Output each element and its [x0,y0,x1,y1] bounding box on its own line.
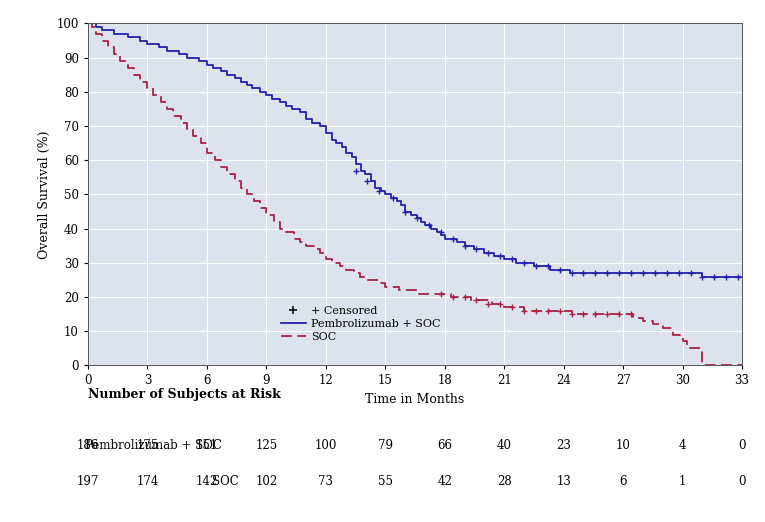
Text: 73: 73 [318,474,334,488]
Text: 1: 1 [679,474,686,488]
Text: 151: 151 [196,440,218,453]
Text: 0: 0 [738,474,746,488]
Text: 174: 174 [136,474,158,488]
Text: 42: 42 [438,474,452,488]
Text: 55: 55 [378,474,392,488]
Text: 40: 40 [496,440,512,453]
Text: Number of Subjects at Risk: Number of Subjects at Risk [88,387,281,400]
Y-axis label: Overall Survival (%): Overall Survival (%) [38,130,51,259]
Text: 175: 175 [136,440,158,453]
Text: SOC: SOC [212,474,239,488]
Text: 13: 13 [556,474,571,488]
Text: 197: 197 [76,474,99,488]
Text: 66: 66 [438,440,452,453]
Text: 4: 4 [679,440,686,453]
Text: 10: 10 [616,440,630,453]
Text: 125: 125 [256,440,278,453]
Text: 102: 102 [256,474,278,488]
Text: 186: 186 [76,440,99,453]
Text: 6: 6 [620,474,627,488]
Legend: + Censored, Pembrolizumab + SOC, SOC: + Censored, Pembrolizumab + SOC, SOC [277,302,445,346]
Text: 79: 79 [378,440,392,453]
Text: 0: 0 [738,440,746,453]
Text: Pembrolizumab + SOC: Pembrolizumab + SOC [85,440,222,453]
Text: 28: 28 [496,474,512,488]
Text: 100: 100 [314,440,337,453]
X-axis label: Time in Months: Time in Months [366,393,464,406]
Text: 142: 142 [196,474,218,488]
Text: 23: 23 [556,440,571,453]
